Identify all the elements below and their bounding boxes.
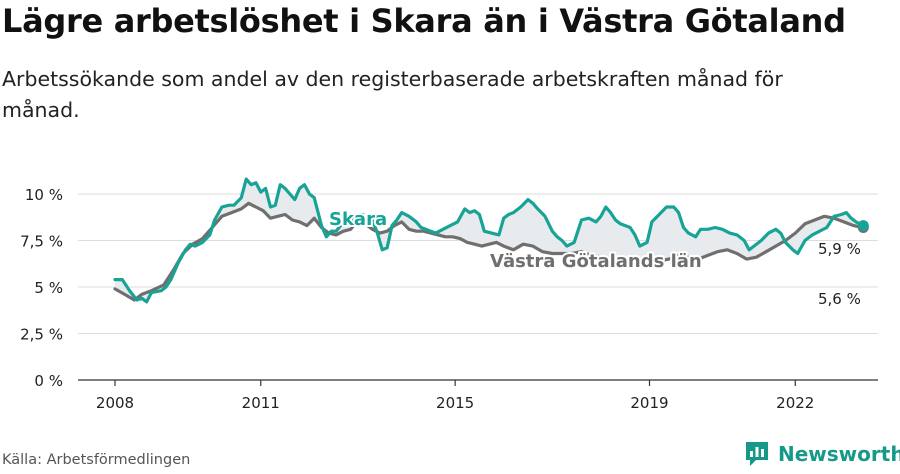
- series-gap-fill: [115, 179, 864, 302]
- series-line-region: [113, 201, 865, 302]
- x-tick-label: 2015: [436, 394, 474, 412]
- series-line-skara: [113, 177, 865, 304]
- x-tick-label: 2011: [242, 394, 280, 412]
- endpoint-marker-skara: [857, 220, 869, 232]
- source-note: Källa: Arbetsförmedlingen: [2, 452, 191, 468]
- x-tick-label: 2008: [96, 394, 134, 412]
- y-tick-label: 2,5 %: [20, 326, 63, 344]
- brand-logo[interactable]: Newsworthy: [744, 440, 900, 468]
- brand-name: Newsworthy: [778, 442, 900, 466]
- y-tick-label: 7,5 %: [20, 233, 63, 251]
- y-tick-label: 5 %: [34, 279, 63, 297]
- y-tick-label: 0 %: [34, 372, 63, 390]
- end-label-skara: 5,6 %: [818, 290, 861, 308]
- series-label-skara: Skara: [329, 209, 387, 230]
- newsworthy-logo-icon: [746, 442, 768, 466]
- x-tick-label: 2019: [630, 394, 668, 412]
- series-label-region: Västra Götalands län: [490, 251, 702, 272]
- line-chart: 0 % 2,5 % 5 % 7,5 % 10 % 2008 2011 2015 2019 2022…: [20, 177, 878, 412]
- x-tick-label: 2022: [776, 394, 814, 412]
- end-label-region: 5,9 %: [818, 240, 861, 258]
- chart-title: Lägre arbetslöshet i Skara än i Västra G…: [2, 2, 846, 40]
- y-tick-label: 10 %: [25, 186, 63, 204]
- chart-subtitle: Arbetssökande som andel av den registerb…: [2, 67, 783, 122]
